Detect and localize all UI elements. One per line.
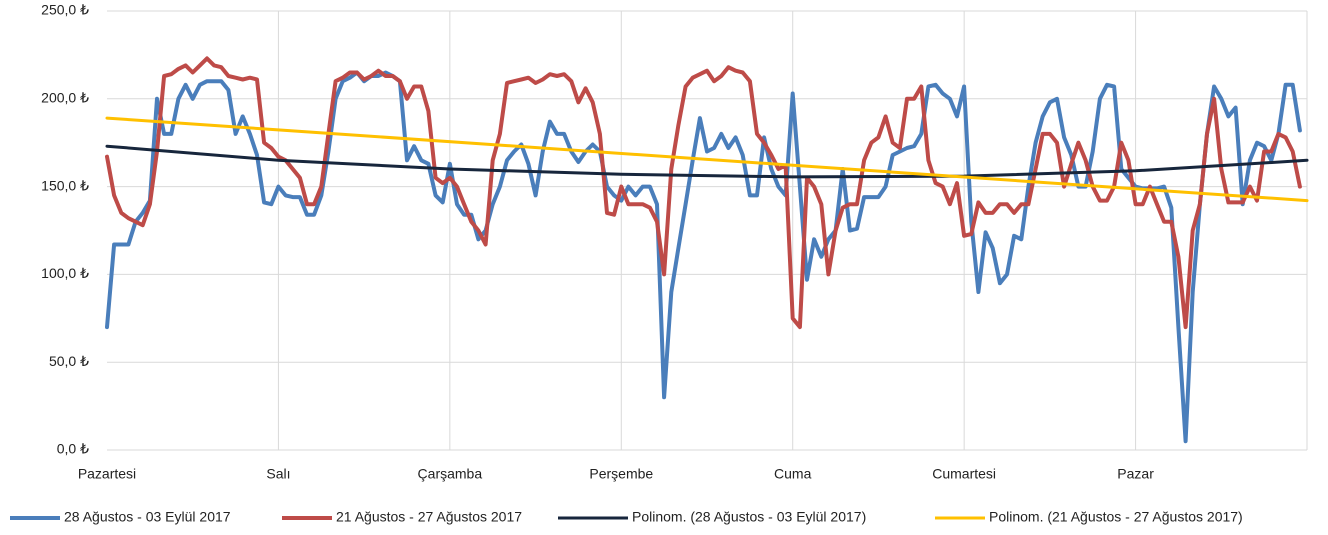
series-line (105, 70, 1302, 444)
x-tick-label: Perşembe (589, 466, 653, 482)
x-tick-label: Pazartesi (78, 466, 136, 482)
x-tick-label: Cumartesi (932, 466, 996, 482)
series-line (105, 116, 1309, 203)
x-tick-label: Pazar (1117, 466, 1154, 482)
y-tick-label: 0,0 ₺ (57, 441, 89, 457)
legend-label: 28 Ağustos - 03 Eylül 2017 (64, 509, 231, 525)
y-tick-label: 50,0 ₺ (49, 353, 89, 369)
legend-label: Polinom. (21 Ağustos - 27 Ağustos 2017) (989, 509, 1243, 525)
y-tick-label: 250,0 ₺ (41, 2, 89, 18)
series-line (105, 144, 1309, 179)
x-tick-label: Salı (266, 466, 290, 482)
y-tick-label: 100,0 ₺ (41, 265, 89, 281)
legend-label: Polinom. (28 Ağustos - 03 Eylül 2017) (632, 509, 866, 525)
x-tick-label: Çarşamba (418, 466, 483, 482)
y-tick-label: 200,0 ₺ (41, 90, 89, 106)
x-tick-label: Cuma (774, 466, 812, 482)
y-tick-label: 150,0 ₺ (41, 177, 89, 193)
legend-label: 21 Ağustos - 27 Ağustos 2017 (336, 509, 522, 525)
series-line (105, 56, 1302, 330)
